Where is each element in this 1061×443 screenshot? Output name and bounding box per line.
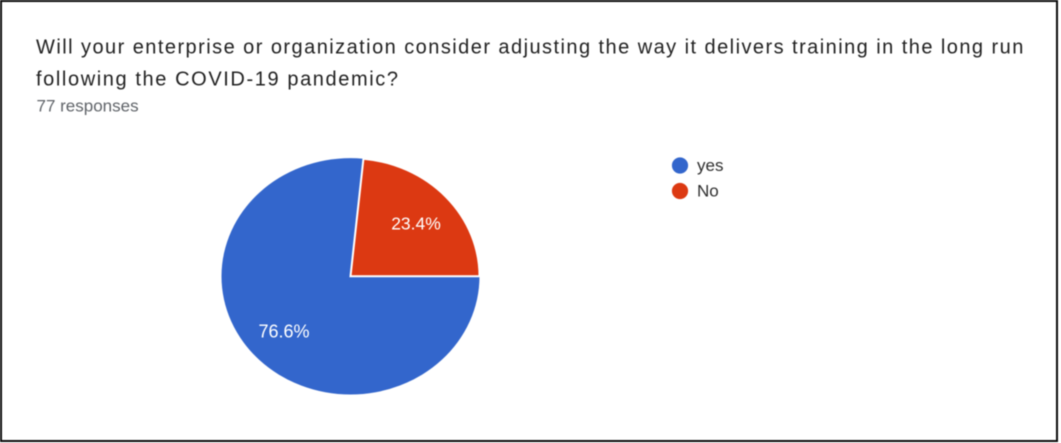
- svg-text:No: No: [697, 182, 719, 201]
- svg-text:yes: yes: [697, 156, 723, 175]
- svg-text:23.4%: 23.4%: [391, 214, 441, 234]
- svg-text:Will your enterprise or organi: Will your enterprise or organization con…: [36, 36, 1025, 58]
- svg-text:76.6%: 76.6%: [258, 322, 309, 342]
- svg-text:following the COVID-19 pandemi: following the COVID-19 pandemic?: [36, 69, 400, 91]
- svg-text:77 responses: 77 responses: [37, 97, 139, 116]
